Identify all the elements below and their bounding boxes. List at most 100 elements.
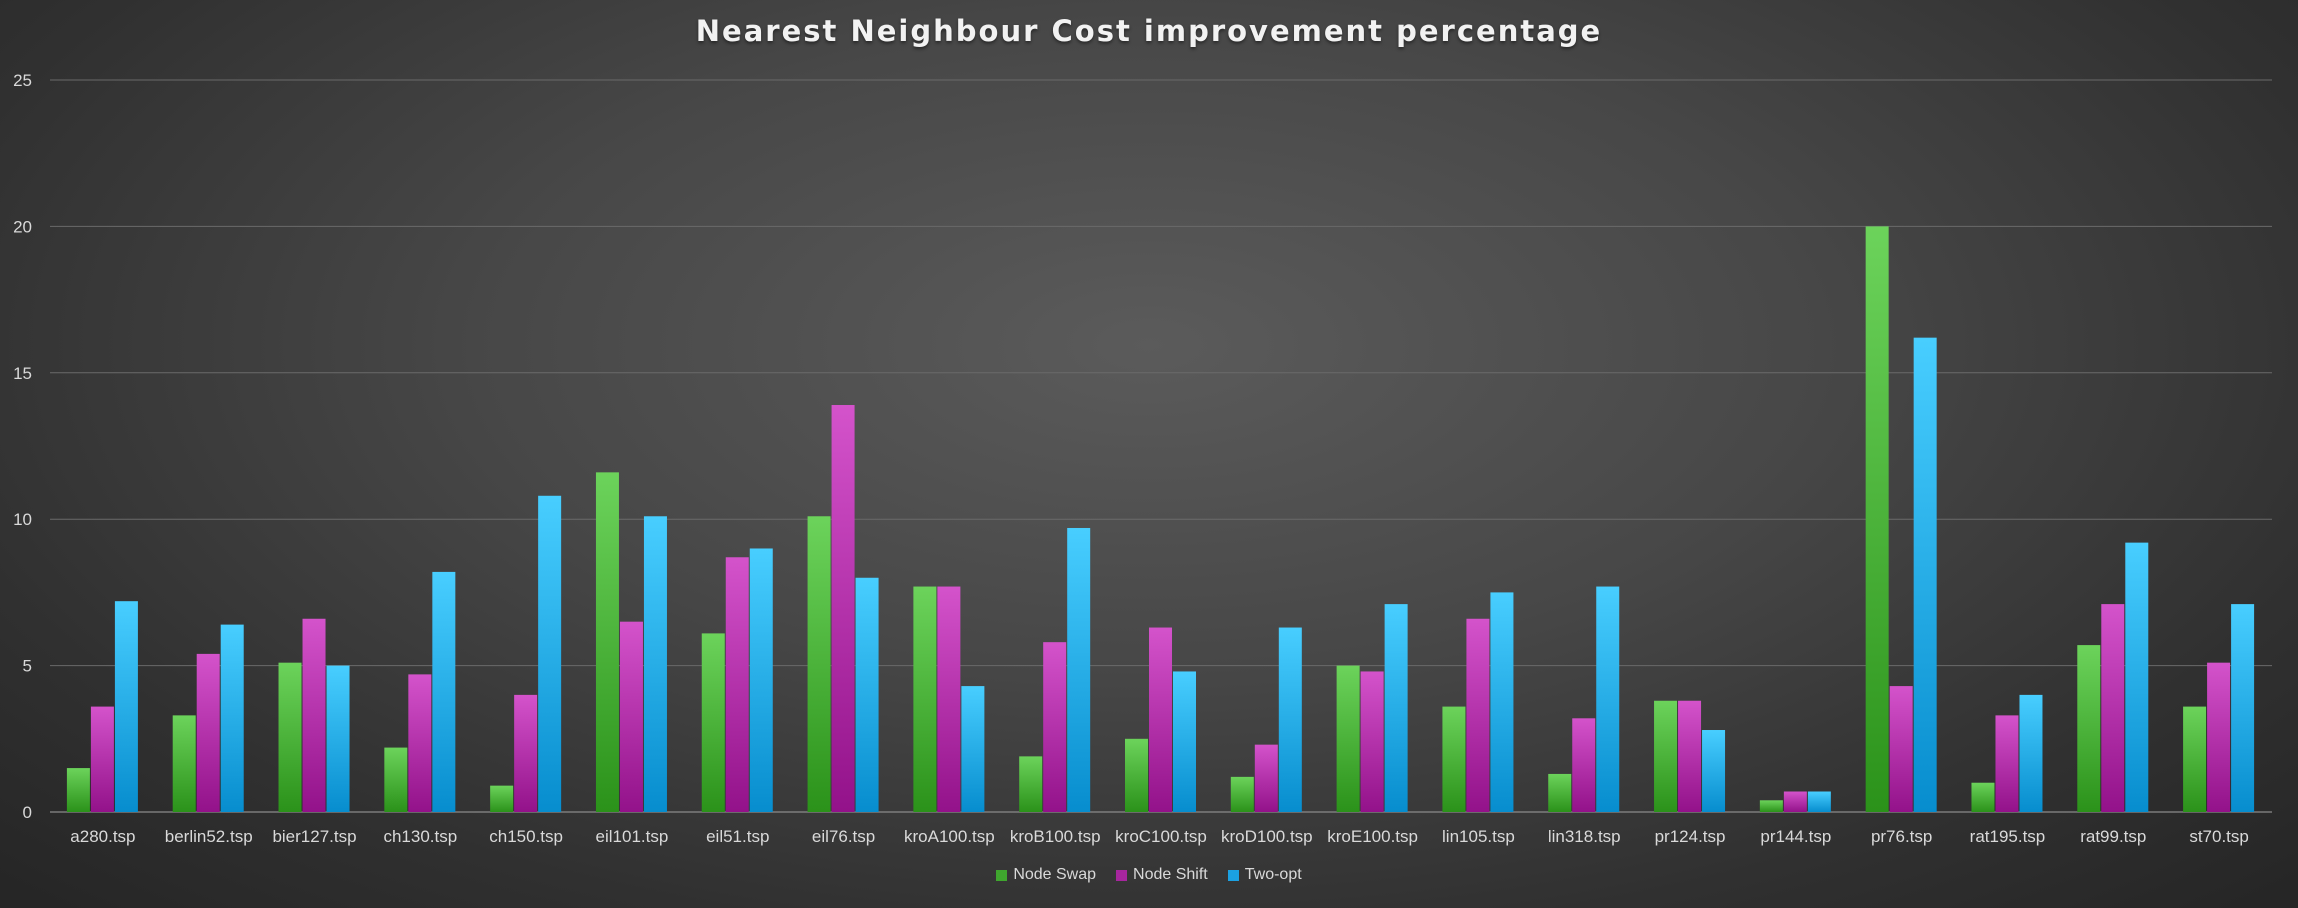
legend-label-two-opt: Two-opt: [1244, 866, 1302, 883]
bar-node-shift-pr124-tsp: [1678, 700, 1702, 812]
legend-swatch-two-opt: [1227, 869, 1239, 881]
bar-node-swap-eil51-tsp: [701, 633, 725, 812]
x-tick-label: kroD100.tsp: [1221, 827, 1313, 846]
bar-node-shift-lin318-tsp: [1572, 718, 1596, 812]
bar-two-opt-rat195-tsp: [2019, 694, 2043, 812]
x-tick-label: lin318.tsp: [1548, 827, 1621, 846]
bar-node-shift-krob100-tsp: [1043, 642, 1067, 812]
bar-two-opt-krob100-tsp: [1067, 527, 1091, 812]
bar-two-opt-bier127-tsp: [326, 665, 350, 812]
legend-swatch-node-shift: [1116, 869, 1128, 881]
legend-item-node-swap[interactable]: Node Swap: [996, 866, 1096, 884]
x-tick-label: st70.tsp: [2189, 827, 2249, 846]
bar-node-swap-rat99-tsp: [2077, 645, 2101, 812]
bar-two-opt-pr144-tsp: [1807, 791, 1831, 812]
bar-node-swap-krod100-tsp: [1230, 776, 1254, 812]
bar-two-opt-kroe100-tsp: [1384, 604, 1408, 812]
bar-node-shift-pr76-tsp: [1889, 686, 1913, 812]
bar-two-opt-berlin52-tsp: [220, 624, 244, 812]
bar-node-swap-pr76-tsp: [1865, 226, 1889, 812]
y-axis-ticks: 0 5 10 15 20 25: [13, 71, 32, 822]
bar-node-shift-pr144-tsp: [1783, 791, 1807, 812]
x-tick-label: lin105.tsp: [1442, 827, 1515, 846]
bar-two-opt-ch150-tsp: [538, 495, 562, 812]
legend-label-node-shift: Node Shift: [1133, 866, 1208, 883]
bar-two-opt-lin105-tsp: [1490, 592, 1514, 812]
bar-node-swap-pr124-tsp: [1654, 700, 1678, 812]
bars: [66, 226, 2255, 812]
bar-node-shift-bier127-tsp: [302, 618, 326, 812]
bar-two-opt-pr76-tsp: [1913, 337, 1937, 812]
bar-node-shift-eil101-tsp: [619, 621, 643, 812]
x-tick-label: pr76.tsp: [1871, 827, 1932, 846]
bar-node-shift-lin105-tsp: [1466, 618, 1490, 812]
bar-node-swap-krob100-tsp: [1019, 756, 1043, 812]
x-tick-label: a280.tsp: [70, 827, 135, 846]
bar-node-shift-krod100-tsp: [1254, 744, 1278, 812]
bar-node-shift-eil51-tsp: [725, 557, 749, 812]
bar-node-swap-lin318-tsp: [1548, 773, 1572, 812]
bar-two-opt-rat99-tsp: [2125, 542, 2149, 812]
y-tick-label: 0: [23, 803, 32, 822]
bar-node-shift-st70-tsp: [2207, 662, 2231, 812]
x-tick-label: ch150.tsp: [489, 827, 563, 846]
bar-node-swap-eil76-tsp: [807, 516, 831, 812]
x-tick-label: kroE100.tsp: [1327, 827, 1418, 846]
x-tick-label: bier127.tsp: [272, 827, 356, 846]
bar-two-opt-st70-tsp: [2231, 604, 2255, 812]
x-tick-label: ch130.tsp: [383, 827, 457, 846]
bar-two-opt-eil76-tsp: [855, 577, 879, 812]
bar-node-shift-ch130-tsp: [408, 674, 432, 812]
bar-node-shift-a280-tsp: [90, 706, 114, 812]
bar-two-opt-krod100-tsp: [1278, 627, 1302, 812]
legend-item-two-opt[interactable]: Two-opt: [1227, 866, 1302, 884]
chart-title: Nearest Neighbour Cost improvement perce…: [695, 14, 1603, 48]
bar-node-shift-rat99-tsp: [2101, 604, 2125, 812]
bar-node-swap-lin105-tsp: [1442, 706, 1466, 812]
bar-node-swap-st70-tsp: [2183, 706, 2207, 812]
bar-node-swap-kroc100-tsp: [1125, 738, 1148, 812]
bar-two-opt-eil51-tsp: [749, 548, 773, 812]
bar-node-shift-kroe100-tsp: [1360, 671, 1384, 812]
x-tick-label: pr144.tsp: [1760, 827, 1831, 846]
bar-node-shift-eil76-tsp: [831, 405, 855, 812]
bar-node-swap-kroe100-tsp: [1336, 665, 1360, 812]
bar-node-swap-pr144-tsp: [1759, 800, 1783, 812]
bar-node-swap-ch130-tsp: [384, 747, 408, 812]
bar-node-shift-berlin52-tsp: [196, 653, 220, 812]
x-tick-label: kroA100.tsp: [904, 827, 995, 846]
bar-node-shift-rat195-tsp: [1995, 715, 2019, 812]
bar-node-swap-eil101-tsp: [595, 472, 619, 812]
y-tick-label: 25: [13, 71, 32, 90]
bar-two-opt-ch130-tsp: [432, 571, 456, 812]
legend-swatch-node-swap: [996, 869, 1008, 881]
bar-two-opt-lin318-tsp: [1596, 586, 1620, 812]
x-tick-label: rat195.tsp: [1970, 827, 2046, 846]
bar-two-opt-pr124-tsp: [1702, 730, 1726, 812]
bar-two-opt-kroa100-tsp: [961, 686, 985, 812]
legend: Node Swap Node Shift Two-opt: [0, 866, 2298, 884]
legend-item-node-shift[interactable]: Node Shift: [1116, 866, 1208, 884]
x-tick-label: pr124.tsp: [1655, 827, 1726, 846]
bar-node-shift-kroc100-tsp: [1149, 627, 1172, 812]
y-tick-label: 15: [13, 364, 32, 383]
y-tick-label: 5: [23, 657, 32, 676]
bar-node-swap-a280-tsp: [66, 768, 90, 812]
bar-two-opt-a280-tsp: [114, 601, 138, 812]
bar-node-swap-bier127-tsp: [278, 662, 302, 812]
x-tick-label: eil76.tsp: [812, 827, 875, 846]
legend-label-node-swap: Node Swap: [1013, 866, 1097, 883]
x-axis-ticks: a280.tsp berlin52.tsp bier127.tsp ch130.tsp…: [70, 827, 2249, 846]
bar-node-swap-kroa100-tsp: [913, 586, 937, 812]
x-tick-label: eil51.tsp: [706, 827, 769, 846]
bar-node-swap-ch150-tsp: [490, 785, 514, 812]
x-tick-label: berlin52.tsp: [165, 827, 253, 846]
bar-node-shift-kroa100-tsp: [937, 586, 961, 812]
x-tick-label: rat99.tsp: [2080, 827, 2146, 846]
x-tick-label: kroB100.tsp: [1010, 827, 1101, 846]
x-tick-label: eil101.tsp: [596, 827, 669, 846]
x-tick-label: kroC100.tsp: [1115, 827, 1207, 846]
bar-node-swap-rat195-tsp: [1971, 782, 1995, 812]
